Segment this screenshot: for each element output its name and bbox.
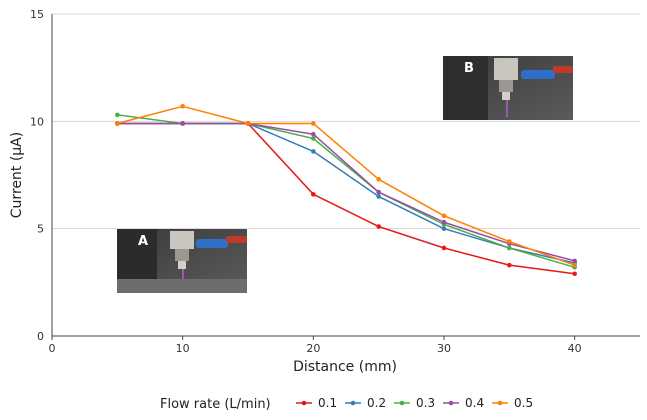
point-0.4-x40 (572, 258, 577, 264)
x-axis-title: Distance (mm) (293, 359, 397, 375)
legend-marker-0.4 (448, 400, 454, 406)
point-0.5-x25 (376, 176, 381, 182)
legend-marker-0.1 (301, 400, 307, 406)
point-0.5-x35 (507, 239, 512, 244)
point-0.2-x20 (311, 149, 316, 154)
point-0.2-x30 (441, 226, 447, 231)
inset-photo-b: B (443, 56, 573, 120)
point-0.3-x35 (507, 245, 512, 251)
x-tick-label-20: 20 (306, 342, 320, 355)
point-0.4-x25 (376, 189, 381, 195)
point-0.5-x40 (572, 262, 577, 268)
point-0.2-x25 (376, 194, 381, 199)
series-layer (115, 104, 577, 277)
legend-title: Flow rate (L/min) (160, 397, 271, 412)
axes: 0 5 10 15 0 10 20 30 40 (30, 8, 640, 355)
point-0.5-x10 (180, 104, 185, 109)
x-tick-label-30: 30 (437, 342, 451, 355)
legend-marker-0.2 (350, 400, 356, 406)
x-tick-label-40: 40 (568, 342, 582, 355)
point-0.1-x25 (376, 224, 381, 229)
point-0.1-x35 (507, 262, 512, 268)
legend-marker-0.3 (399, 400, 405, 406)
point-0.4-x20 (311, 131, 316, 137)
point-0.4-x30 (441, 219, 447, 225)
x-tick-label-0: 0 (49, 342, 56, 355)
legend-label-0.4: 0.4 (465, 396, 484, 410)
x-tick-label-10: 10 (176, 342, 190, 355)
point-0.5-x5 (115, 121, 120, 126)
legend-label-0.2: 0.2 (367, 396, 386, 410)
point-0.5-x30 (441, 213, 447, 219)
legend-label-0.3: 0.3 (416, 396, 435, 410)
legend: Flow rate (L/min) 0.1 0.2 0.3 0.4 0.5 (160, 396, 533, 412)
legend-marker-0.5 (497, 400, 503, 406)
legend-label-0.5: 0.5 (514, 396, 533, 410)
point-0.3-x5 (115, 112, 120, 118)
y-tick-label-0: 0 (37, 330, 44, 343)
point-0.5-x15 (245, 121, 251, 126)
series-line-0.5 (117, 105, 575, 266)
series-line-0.4 (117, 122, 575, 262)
inset-a-label: A (138, 234, 148, 249)
y-tick-label-10: 10 (30, 115, 44, 128)
inset-photo-a: A (117, 229, 247, 293)
y-tick-label-5: 5 (37, 223, 44, 236)
point-0.3-x20 (311, 136, 316, 141)
point-0.1-x40 (572, 271, 577, 277)
legend-label-0.1: 0.1 (318, 396, 337, 410)
inset-b-label: B (464, 61, 474, 76)
y-axis-title: Current (μA) (9, 132, 25, 218)
point-0.4-x10 (180, 121, 185, 126)
point-0.5-x20 (311, 121, 316, 126)
point-0.1-x20 (311, 192, 316, 197)
y-tick-label-15: 15 (30, 8, 44, 21)
grid-lines (52, 13, 640, 230)
point-0.1-x30 (441, 245, 447, 251)
